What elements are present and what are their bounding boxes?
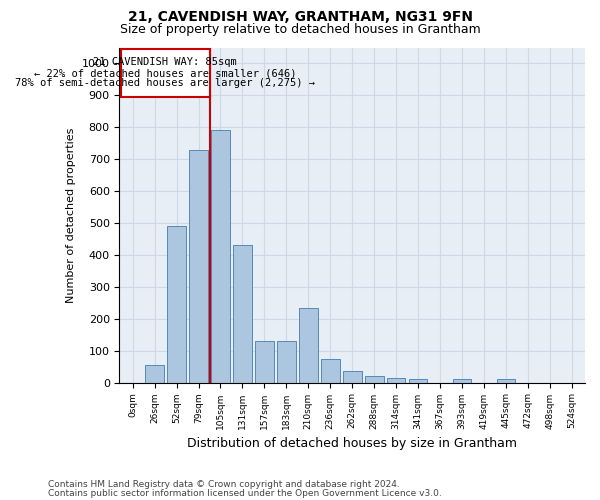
Bar (299, 308, 317, 382)
Text: Contains public sector information licensed under the Open Government Licence v3: Contains public sector information licen… (48, 489, 442, 498)
Text: 21 CAVENDISH WAY: 85sqm: 21 CAVENDISH WAY: 85sqm (93, 57, 237, 67)
Bar (343, 372, 362, 382)
Y-axis label: Number of detached properties: Number of detached properties (66, 128, 76, 302)
Bar (277, 341, 296, 382)
Text: ← 22% of detached houses are smaller (646): ← 22% of detached houses are smaller (64… (34, 68, 296, 78)
Bar (365, 376, 383, 382)
Bar (321, 358, 340, 382)
Bar (121, 49, 209, 97)
Text: 21, CAVENDISH WAY, GRANTHAM, NG31 9FN: 21, CAVENDISH WAY, GRANTHAM, NG31 9FN (128, 10, 473, 24)
Bar (453, 380, 472, 382)
Bar (189, 150, 208, 382)
Text: 78% of semi-detached houses are larger (2,275) →: 78% of semi-detached houses are larger (… (15, 78, 315, 88)
Bar (145, 365, 164, 382)
Bar (255, 341, 274, 382)
Text: Contains HM Land Registry data © Crown copyright and database right 2024.: Contains HM Land Registry data © Crown c… (48, 480, 400, 489)
Bar (497, 380, 515, 382)
Bar (233, 246, 252, 382)
Text: Size of property relative to detached houses in Grantham: Size of property relative to detached ho… (119, 22, 481, 36)
X-axis label: Distribution of detached houses by size in Grantham: Distribution of detached houses by size … (187, 437, 517, 450)
Bar (211, 130, 230, 382)
Bar (167, 226, 186, 382)
Bar (387, 378, 406, 382)
Bar (409, 380, 427, 382)
